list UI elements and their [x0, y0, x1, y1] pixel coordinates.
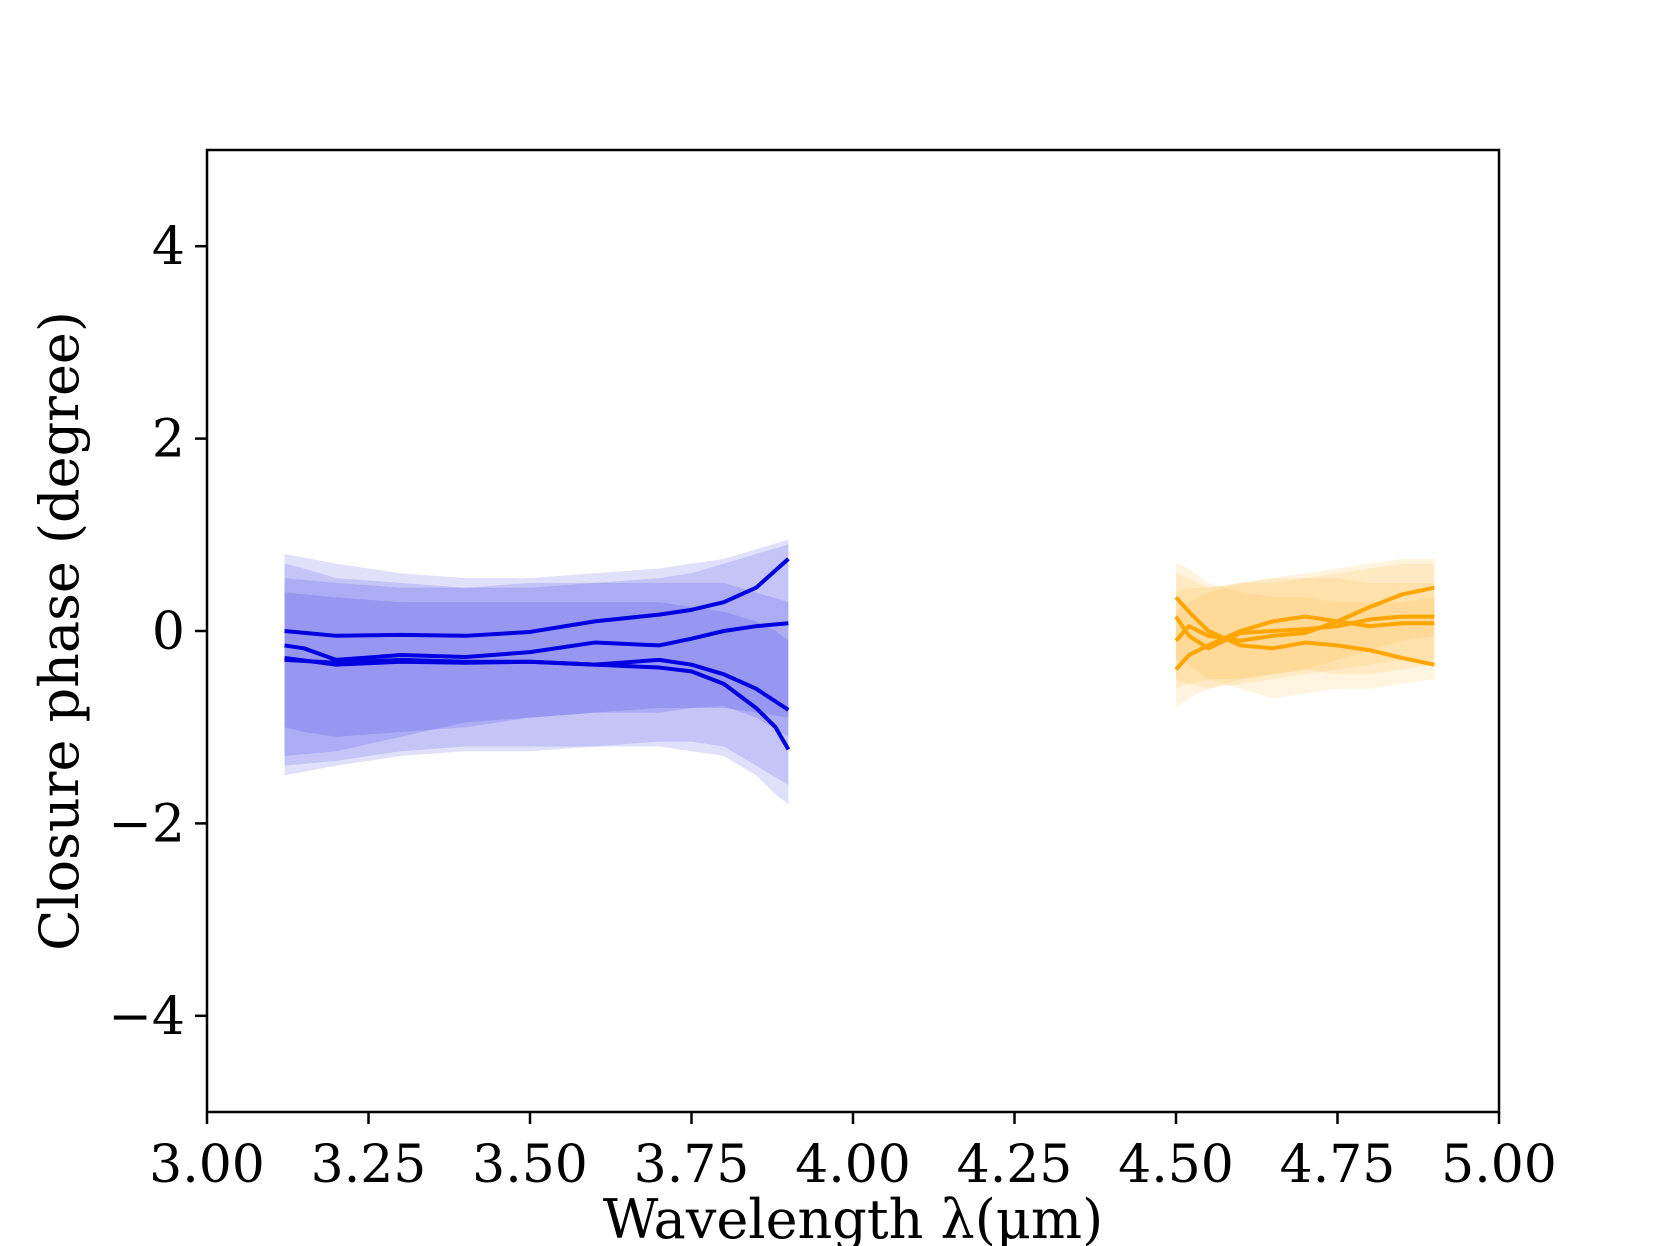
y-tick-label: 0: [152, 602, 185, 662]
x-tick-label: 4.00: [795, 1135, 911, 1195]
y-tick-label: 2: [152, 410, 185, 470]
y-tick-label: 4: [152, 217, 185, 277]
x-axis-ticks: 3.00 3.25 3.50 3.75 4.00 4.25 4.50 4.75 5.00: [149, 1112, 1557, 1195]
series-line-L-4: [284, 655, 791, 751]
error-band-L-3: [284, 578, 789, 785]
series-line-L-2: [284, 621, 789, 662]
y-tick-label: −2: [108, 794, 185, 854]
series-line-M-8: [1174, 585, 1435, 643]
x-tick-label: 3.25: [311, 1135, 427, 1195]
series-line-M-7: [1174, 614, 1435, 651]
series-line-L-1: [284, 557, 790, 638]
error-band-M-8: [1176, 558, 1435, 689]
y-axis-label: Closure phase (degree): [28, 311, 91, 951]
x-tick-label: 3.75: [634, 1135, 750, 1195]
x-axis-label: Wavelength λ(μm): [603, 1188, 1103, 1246]
x-tick-label: 5.00: [1441, 1135, 1557, 1195]
series-line-M-6: [1174, 614, 1435, 671]
y-axis-ticks: −4 −2 0 2 4: [108, 217, 207, 1047]
series-line-M-5: [1174, 595, 1435, 667]
x-tick-label: 4.75: [1280, 1135, 1396, 1195]
series-lines: [284, 557, 1435, 751]
x-tick-label: 3.00: [149, 1135, 265, 1195]
error-band-L-4: [284, 592, 789, 805]
error-band-M-7: [1176, 563, 1435, 689]
y-tick-label: −4: [108, 987, 185, 1047]
error-band-L-1: [284, 539, 789, 757]
error-bands: [284, 539, 1435, 805]
error-band-L-2: [284, 544, 789, 737]
x-tick-label: 4.50: [1118, 1135, 1234, 1195]
x-tick-label: 4.25: [957, 1135, 1073, 1195]
x-tick-label: 3.50: [472, 1135, 588, 1195]
